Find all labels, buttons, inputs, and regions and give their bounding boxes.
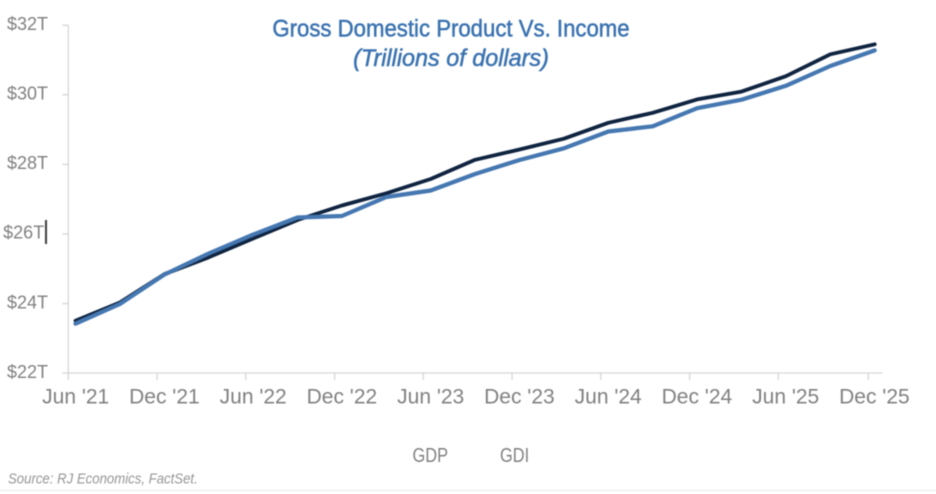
svg-text:$28T: $28T: [7, 153, 48, 173]
svg-text:Source: RJ Economics, FactSet.: Source: RJ Economics, FactSet.: [8, 470, 198, 487]
svg-text:$32T: $32T: [7, 14, 48, 34]
svg-text:GDP: GDP: [413, 443, 449, 466]
svg-text:Dec '21: Dec '21: [129, 386, 200, 409]
svg-text:Dec '25: Dec '25: [839, 386, 910, 409]
svg-text:Jun '25: Jun '25: [752, 386, 819, 409]
svg-text:$30T: $30T: [7, 84, 48, 104]
svg-text:Dec '22: Dec '22: [307, 386, 378, 409]
svg-text:Jun '23: Jun '23: [397, 386, 464, 409]
svg-text:Dec '24: Dec '24: [662, 386, 733, 409]
svg-text:Jun '22: Jun '22: [220, 386, 287, 409]
svg-text:(Trillions of dollars): (Trillions of dollars): [353, 46, 549, 72]
svg-text:Jun '24: Jun '24: [575, 386, 642, 409]
svg-text:$26T: $26T: [3, 223, 44, 243]
svg-text:Jun '21: Jun '21: [42, 386, 109, 409]
svg-text:Gross Domestic Product Vs. Inc: Gross Domestic Product Vs. Income: [272, 15, 629, 42]
svg-text:Dec '23: Dec '23: [484, 386, 555, 409]
svg-text:$22T: $22T: [7, 362, 48, 382]
svg-text:$24T: $24T: [7, 292, 48, 312]
svg-text:GDI: GDI: [500, 443, 529, 466]
